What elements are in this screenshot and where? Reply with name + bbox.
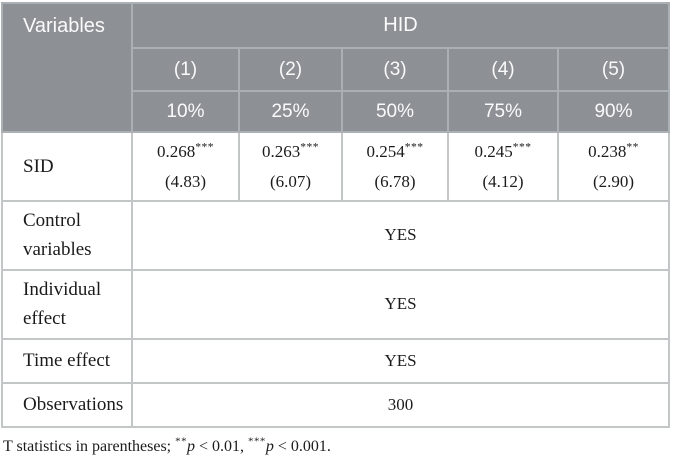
header-row-group: Variables HID — [1, 2, 671, 133]
header-row-quantiles: 10% 25% 50% 75% 90% — [2, 90, 671, 133]
coefficient-line: 0.268*** — [134, 137, 237, 167]
control-variables-row: Control variables YES — [1, 200, 671, 271]
significance-stars: *** — [512, 140, 532, 154]
regression-results-table: Variables HID (1) (2) (3) (4) (5) 10% 25… — [1, 2, 671, 428]
table-body: SID 0.268*** (4.83) 0.263*** (6.07) 0.254*… — [1, 131, 671, 428]
footnote-text: T statistics in parentheses; — [3, 437, 176, 455]
significance-stars: *** — [404, 140, 424, 154]
p-symbol: p — [265, 437, 274, 455]
coefficient-value: 0.268 — [156, 141, 196, 161]
significance-stars-001: *** — [248, 435, 266, 448]
sid-coefficient-cell-4: 0.245*** (4.12) — [447, 131, 559, 202]
coefficient-value: 0.238 — [588, 141, 627, 161]
row-value: 300 — [130, 381, 671, 428]
t-statistic: (6.78) — [374, 171, 416, 191]
significance-stars: *** — [195, 140, 215, 154]
sid-row: SID 0.268*** (4.83) 0.263*** (6.07) 0.254*… — [1, 131, 671, 202]
coefficient-line: 0.238** — [560, 137, 667, 167]
quantile-header-90: 90% — [556, 90, 671, 133]
model-number-header-5: (5) — [556, 47, 671, 92]
sid-coefficient-cell-5: 0.238** (2.90) — [556, 131, 671, 202]
sid-coefficient-cell-1: 0.268*** (4.83) — [131, 131, 240, 202]
t-statistic: (6.07) — [269, 171, 312, 191]
coefficient-value: 0.254 — [366, 141, 405, 161]
model-number-header-1: (1) — [131, 47, 240, 92]
model-number-header-3: (3) — [341, 47, 449, 92]
significance-stars-01: ** — [175, 435, 187, 448]
header-row-model-numbers: (1) (2) (3) (4) (5) — [2, 47, 671, 92]
significance-stars: ** — [626, 140, 639, 154]
quantile-header-10: 10% — [131, 90, 240, 133]
quantile-header-25: 25% — [238, 90, 343, 133]
quantile-header-75: 75% — [447, 90, 559, 133]
model-number-header-2: (2) — [238, 47, 343, 92]
sid-coefficient-cell-2: 0.263*** (6.07) — [238, 131, 343, 202]
t-statistic: (4.12) — [482, 171, 524, 191]
coefficient-line: 0.245*** — [450, 137, 556, 167]
individual-effect-row: Individual effect YES — [1, 268, 671, 340]
sid-row-label: SID — [1, 131, 133, 202]
table-footnote: T statistics in parentheses; **p < 0.01,… — [3, 435, 672, 458]
row-label: Time effect — [1, 337, 133, 384]
row-label: Observations — [1, 381, 133, 428]
t-statistic: (2.90) — [592, 171, 635, 191]
t-statistic: (4.83) — [164, 171, 207, 191]
coefficient-value: 0.263 — [261, 141, 301, 161]
row-label: Individual effect — [1, 268, 133, 340]
model-number-header-4: (4) — [447, 47, 559, 92]
row-label: Control variables — [1, 200, 133, 271]
quantile-header-50: 50% — [341, 90, 449, 133]
sid-coefficient-cell-3: 0.254*** (6.78) — [341, 131, 449, 202]
row-value: YES — [130, 337, 671, 384]
variables-header-cell: Variables — [1, 2, 133, 133]
footnote-text: < 0.001. — [273, 437, 331, 455]
p-symbol: p — [187, 437, 195, 455]
time-effect-row: Time effect YES — [1, 337, 671, 384]
row-value: YES — [130, 268, 671, 340]
significance-stars: *** — [300, 140, 320, 154]
hid-group-header-cell: HID — [130, 2, 671, 49]
observations-row: Observations 300 — [1, 381, 671, 428]
footnote-text: < 0.01, — [195, 437, 249, 455]
table-header: Variables HID (1) (2) (3) (4) (5) 10% 25… — [1, 2, 671, 133]
coefficient-line: 0.263*** — [241, 137, 340, 167]
coefficient-value: 0.245 — [474, 141, 513, 161]
coefficient-line: 0.254*** — [344, 137, 446, 167]
row-value: YES — [130, 200, 671, 271]
